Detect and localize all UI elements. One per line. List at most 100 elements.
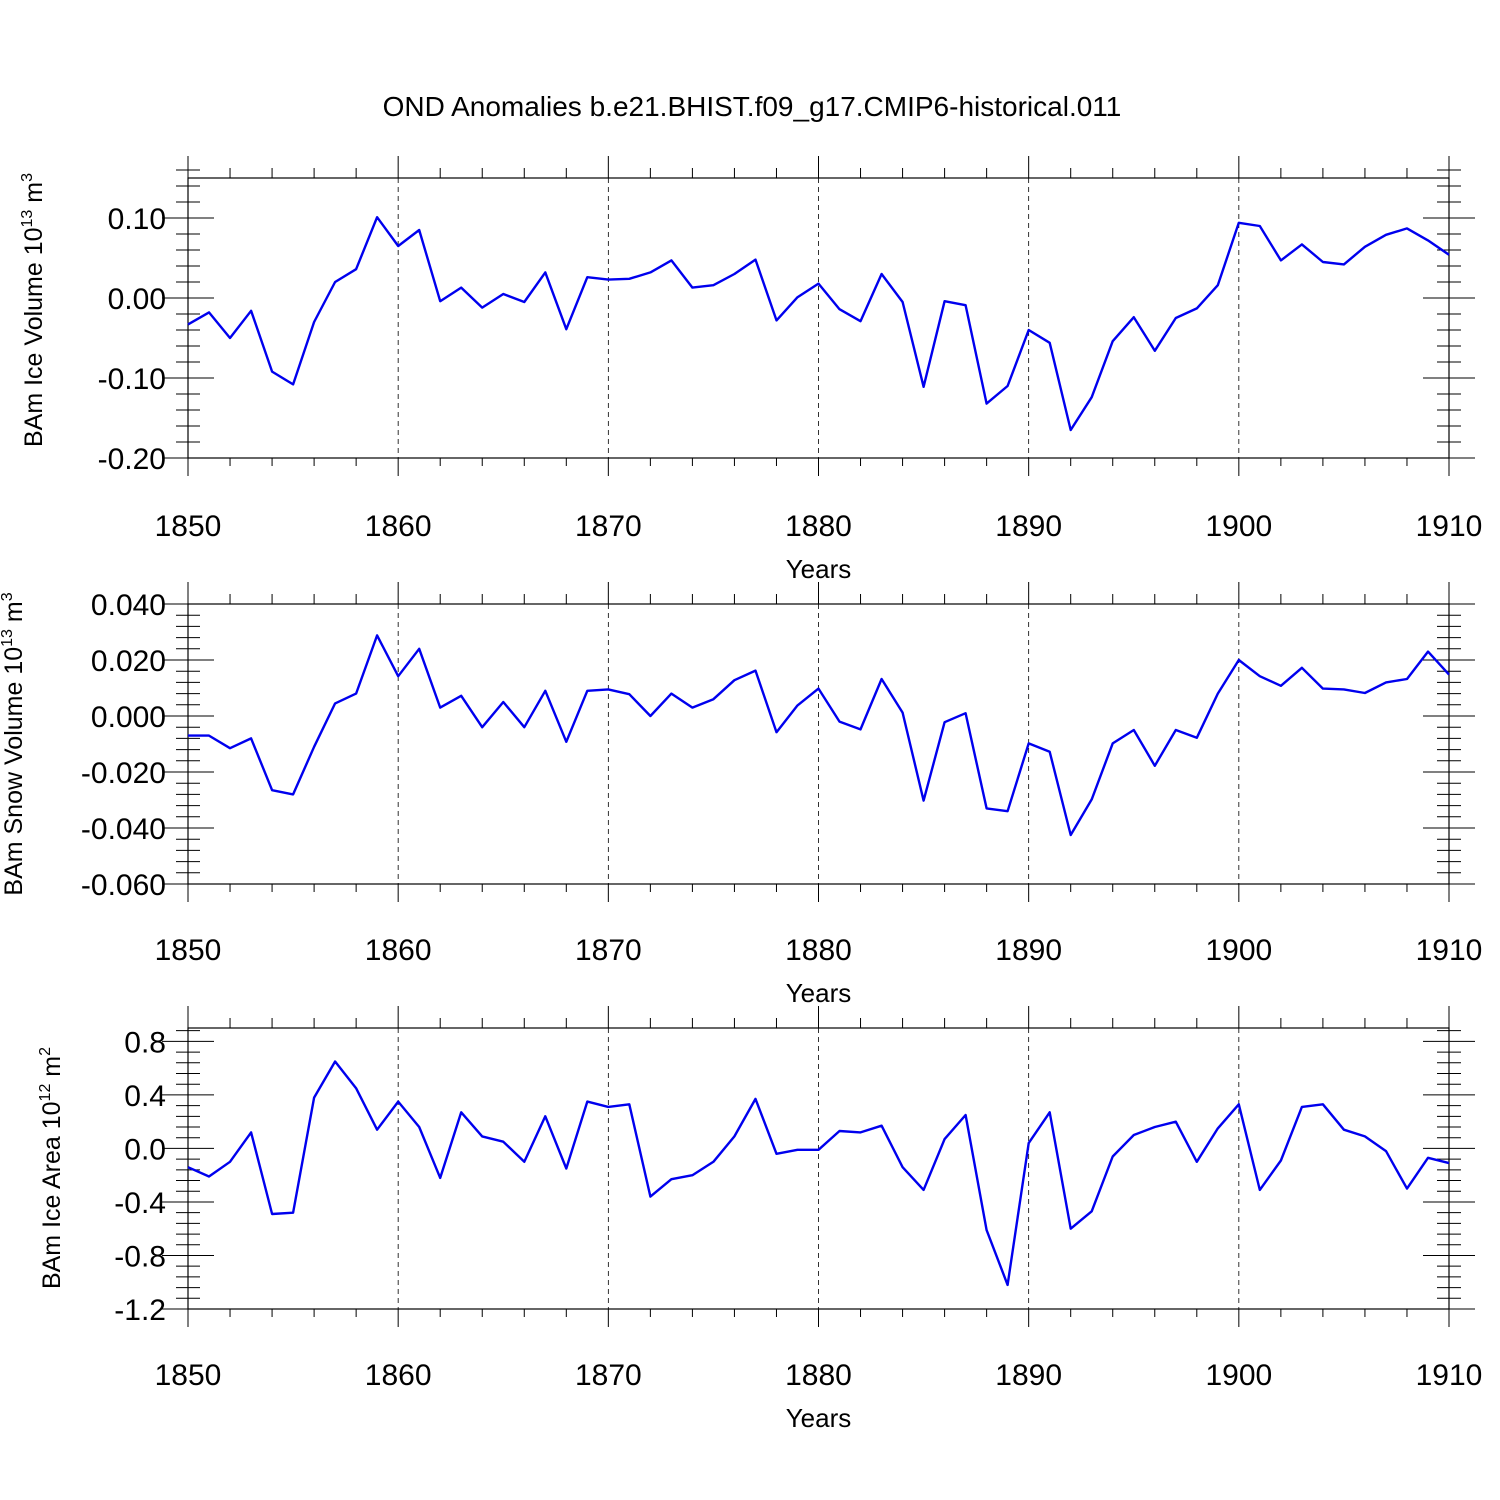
data-point	[272, 790, 273, 791]
data-point	[545, 1116, 546, 1117]
x-tick-label: 1890	[995, 1359, 1062, 1392]
data-point	[1091, 397, 1092, 398]
x-tick-label: 1880	[785, 510, 852, 543]
y-tick-label: 0.10	[108, 203, 166, 236]
data-point	[566, 741, 567, 742]
x-tick-label: 1860	[365, 934, 432, 967]
y-axis-label: BAm Ice Area 1012 m2	[37, 1047, 66, 1289]
y-tick-label: -0.10	[98, 363, 166, 396]
y-tick-label: -1.2	[114, 1294, 166, 1327]
series-line	[188, 634, 1450, 837]
data-point	[482, 727, 483, 728]
data-point	[902, 1167, 903, 1168]
data-point	[209, 312, 210, 313]
data-point	[1343, 1129, 1344, 1130]
data-point	[881, 274, 882, 275]
y-tick-label: -0.8	[114, 1240, 166, 1273]
data-point	[1028, 743, 1029, 744]
data-point	[860, 1132, 861, 1133]
data-point	[356, 693, 357, 694]
data-point	[1133, 730, 1134, 731]
data-point	[293, 1212, 294, 1213]
data-point	[377, 1129, 378, 1130]
data-point	[1449, 674, 1450, 675]
data-point	[881, 1125, 882, 1126]
data-point	[1343, 264, 1344, 265]
x-tick-label: 1910	[1416, 1359, 1483, 1392]
data-point	[1406, 679, 1407, 680]
data-point	[944, 1139, 945, 1140]
data-point	[503, 702, 504, 703]
data-point	[545, 690, 546, 691]
data-point	[587, 1101, 588, 1102]
y-tick-label: -0.060	[81, 869, 166, 902]
data-point	[986, 1230, 987, 1231]
data-point	[755, 1098, 756, 1099]
x-tick-label: 1880	[785, 1359, 852, 1392]
data-point	[755, 670, 756, 671]
data-point	[986, 808, 987, 809]
data-point	[524, 1161, 525, 1162]
data-point	[335, 1061, 336, 1062]
data-point	[944, 722, 945, 723]
data-point	[1091, 1211, 1092, 1212]
data-point	[1028, 1143, 1029, 1144]
data-point	[1385, 1151, 1386, 1152]
data-point	[1196, 737, 1197, 738]
data-point	[251, 1132, 252, 1133]
data-point	[692, 707, 693, 708]
data-point	[1301, 244, 1302, 245]
data-point	[650, 272, 651, 273]
y-tick-label: 0.020	[91, 645, 166, 678]
data-point	[608, 1106, 609, 1107]
data-point	[1280, 260, 1281, 261]
data-point	[335, 282, 336, 283]
data-point	[230, 338, 231, 339]
data-point	[1154, 765, 1155, 766]
panel-2: -0.060 -0.040 -0.020 0.000 0.020 0.040 1850 186…	[0, 582, 1482, 1008]
data-point	[209, 735, 210, 736]
data-point	[1007, 1284, 1008, 1285]
data-point	[902, 302, 903, 303]
data-point	[776, 320, 777, 321]
data-point	[377, 635, 378, 636]
x-tick-label: 1870	[575, 934, 642, 967]
data-point	[713, 285, 714, 286]
data-point	[860, 729, 861, 730]
data-point	[1259, 676, 1260, 677]
data-point	[314, 322, 315, 323]
data-point	[629, 694, 630, 695]
data-point	[1154, 1127, 1155, 1128]
data-point	[335, 703, 336, 704]
data-point	[1259, 226, 1260, 227]
data-point	[1343, 689, 1344, 690]
y-axis-label: BAm Ice Volume 1013 m3	[19, 173, 48, 447]
data-point	[776, 1153, 777, 1154]
data-point	[482, 307, 483, 308]
data-point	[314, 746, 315, 747]
data-point	[692, 1175, 693, 1176]
data-point	[440, 707, 441, 708]
x-axis-label: Years	[786, 978, 852, 1008]
x-tick-label: 1860	[365, 1359, 432, 1392]
data-point	[251, 310, 252, 311]
data-point	[1196, 1161, 1197, 1162]
data-point	[797, 297, 798, 298]
data-point	[1238, 660, 1239, 661]
data-point	[230, 1161, 231, 1162]
data-point	[503, 294, 504, 295]
x-axis-label: Years	[786, 554, 852, 584]
y-tick-label: 0.000	[91, 701, 166, 734]
data-point	[272, 371, 273, 372]
data-point	[986, 403, 987, 404]
data-point	[965, 713, 966, 714]
data-point	[923, 1189, 924, 1190]
data-point	[1385, 682, 1386, 683]
data-point	[293, 794, 294, 795]
data-point	[1364, 1136, 1365, 1137]
data-point	[251, 738, 252, 739]
chart-title: OND Anomalies b.e21.BHIST.f09_g17.CMIP6-…	[383, 91, 1122, 122]
data-point	[608, 279, 609, 280]
data-point	[1133, 317, 1134, 318]
x-tick-label: 1910	[1416, 934, 1483, 967]
